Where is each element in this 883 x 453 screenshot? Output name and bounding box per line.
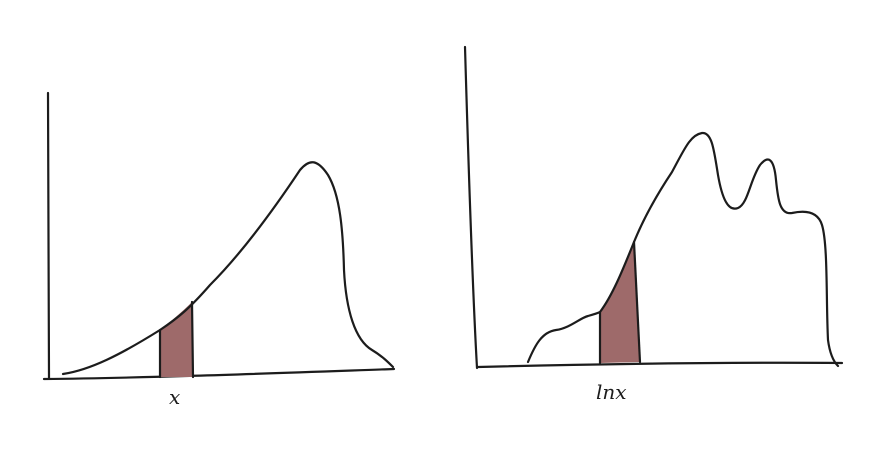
left-slice-right-edge [190,300,195,379]
right-panel: lnx [463,45,844,404]
right-density-curve [526,131,840,368]
right-axis-label: lnx [596,380,627,404]
right-x-axis [476,361,844,369]
left-x-axis [42,367,396,381]
right-shaded-area [600,242,640,363]
right-slice-right-edge [632,240,642,364]
left-y-axis [46,91,51,380]
left-axis-label: x [169,385,180,409]
left-panel: x [42,91,396,409]
left-density-curve [61,161,395,376]
left-shaded-area [160,302,193,377]
right-y-axis [463,45,479,370]
